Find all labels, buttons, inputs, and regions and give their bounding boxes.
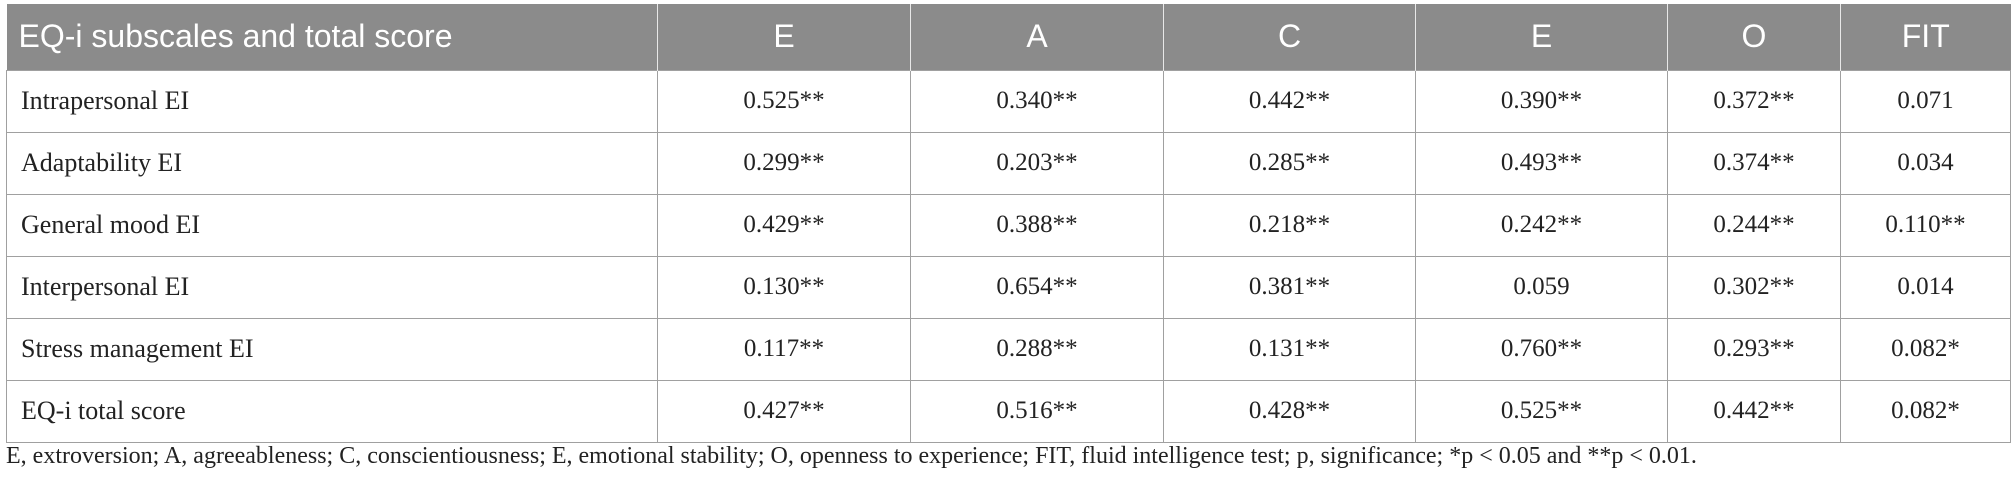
row-label: General mood EI: [6, 193, 658, 257]
table-cell: 0.525**: [1415, 379, 1668, 443]
table-row: EQ-i total score 0.427** 0.516** 0.428**…: [6, 379, 2011, 443]
table-cell: 0.293**: [1667, 317, 1841, 381]
table-cell: 0.525**: [657, 69, 911, 133]
header-subscales: EQ-i subscales and total score: [6, 4, 658, 70]
table-cell: 0.374**: [1667, 131, 1841, 195]
table-cell: 0.218**: [1163, 193, 1416, 257]
table-cell: 0.242**: [1415, 193, 1668, 257]
table-cell: 0.302**: [1667, 255, 1841, 319]
table-cell: 0.014: [1840, 255, 2011, 319]
row-label: EQ-i total score: [6, 379, 658, 443]
table-cell: 0.493**: [1415, 131, 1668, 195]
table-cell: 0.244**: [1667, 193, 1841, 257]
header-conscientiousness: C: [1163, 4, 1416, 70]
header-extroversion: E: [657, 4, 911, 70]
row-label: Adaptability EI: [6, 131, 658, 195]
header-emotional-stability: E: [1415, 4, 1668, 70]
header-agreeableness: A: [910, 4, 1164, 70]
table-cell: 0.203**: [910, 131, 1164, 195]
header-openness: O: [1667, 4, 1841, 70]
table-cell: 0.340**: [910, 69, 1164, 133]
table-row: Interpersonal EI 0.130** 0.654** 0.381**…: [6, 255, 2011, 319]
table-cell: 0.428**: [1163, 379, 1416, 443]
header-fit: FIT: [1840, 4, 2011, 70]
table-cell: 0.372**: [1667, 69, 1841, 133]
table-cell: 0.110**: [1840, 193, 2011, 257]
table-cell: 0.760**: [1415, 317, 1668, 381]
table-cell: 0.429**: [657, 193, 911, 257]
table-cell: 0.071: [1840, 69, 2011, 133]
table-cell: 0.288**: [910, 317, 1164, 381]
table-cell: 0.381**: [1163, 255, 1416, 319]
table-cell: 0.285**: [1163, 131, 1416, 195]
correlation-table: EQ-i subscales and total score E A C E O…: [6, 4, 2011, 443]
table-cell: 0.131**: [1163, 317, 1416, 381]
table-row: Adaptability EI 0.299** 0.203** 0.285** …: [6, 131, 2011, 195]
table-cell: 0.082*: [1840, 317, 2011, 381]
table-cell: 0.442**: [1163, 69, 1416, 133]
table-cell: 0.442**: [1667, 379, 1841, 443]
row-label: Interpersonal EI: [6, 255, 658, 319]
table-cell: 0.059: [1415, 255, 1668, 319]
table-cell: 0.117**: [657, 317, 911, 381]
table-cell: 0.082*: [1840, 379, 2011, 443]
row-label: Stress management EI: [6, 317, 658, 381]
table-row: Intrapersonal EI 0.525** 0.340** 0.442**…: [6, 69, 2011, 133]
table-header: EQ-i subscales and total score E A C E O…: [6, 4, 2011, 70]
header-row: EQ-i subscales and total score E A C E O…: [6, 4, 2011, 70]
table-cell: 0.427**: [657, 379, 911, 443]
table-cell: 0.299**: [657, 131, 911, 195]
row-label: Intrapersonal EI: [6, 69, 658, 133]
table-body: Intrapersonal EI 0.525** 0.340** 0.442**…: [6, 69, 2011, 443]
table-cell: 0.034: [1840, 131, 2011, 195]
table-cell: 0.388**: [910, 193, 1164, 257]
table-cell: 0.130**: [657, 255, 911, 319]
table-footnote: E, extroversion; A, agreeableness; C, co…: [6, 443, 1697, 469]
table-row: General mood EI 0.429** 0.388** 0.218** …: [6, 193, 2011, 257]
table-row: Stress management EI 0.117** 0.288** 0.1…: [6, 317, 2011, 381]
table-cell: 0.654**: [910, 255, 1164, 319]
table-cell: 0.516**: [910, 379, 1164, 443]
table-cell: 0.390**: [1415, 69, 1668, 133]
